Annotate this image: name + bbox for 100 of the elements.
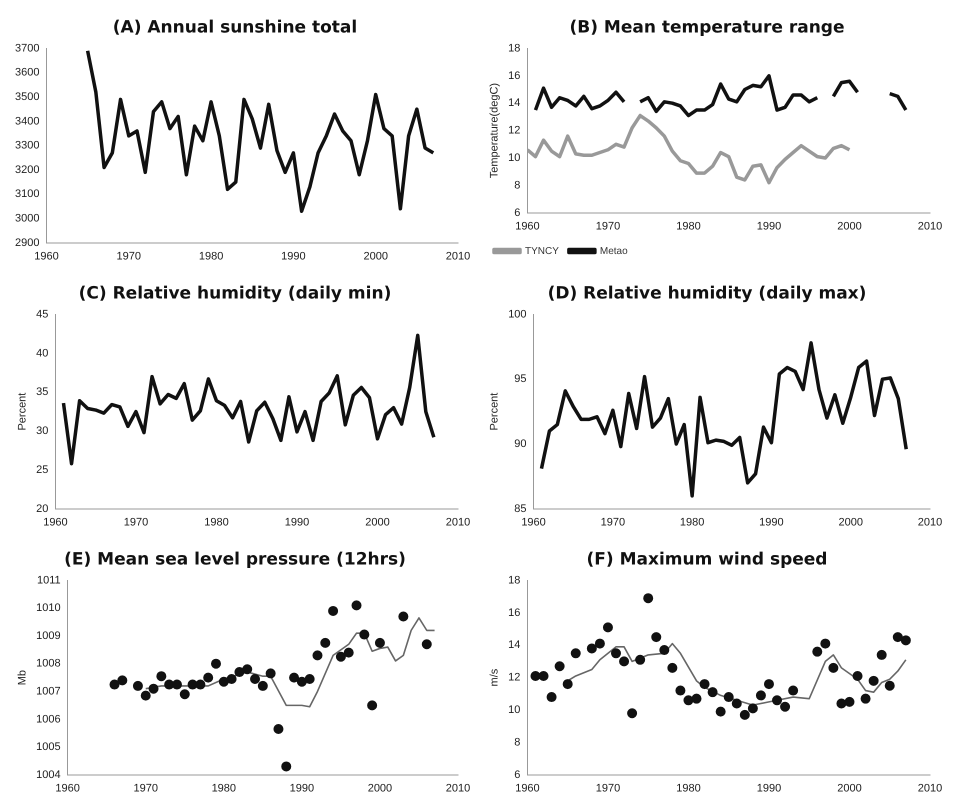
y-tick-label: 8 <box>514 736 520 748</box>
chart-title: (F) Maximum wind speed <box>586 550 828 570</box>
point <box>148 684 159 694</box>
point <box>780 702 790 712</box>
x-tick-label: 1990 <box>284 516 310 528</box>
x-tick-label: 2010 <box>446 250 470 262</box>
point <box>602 622 613 632</box>
x-tick-label: 1960 <box>515 220 540 232</box>
x-tick-label: 1980 <box>680 516 704 528</box>
y-tick-label: 1010 <box>36 602 61 614</box>
point <box>304 674 315 684</box>
y-tick-label: 16 <box>508 70 520 82</box>
y-tick-label: 16 <box>508 606 520 619</box>
point <box>594 638 605 649</box>
point <box>398 612 408 622</box>
x-tick-label: 1990 <box>759 516 784 528</box>
point <box>619 656 630 666</box>
y-axis-title: Mb <box>16 670 29 686</box>
point <box>700 679 710 690</box>
y-tick-label: 6 <box>514 206 520 219</box>
point <box>667 662 678 673</box>
chart-title: (B) Mean temperature range <box>570 18 844 38</box>
y-tick-label: 3500 <box>14 91 40 104</box>
y-tick-label: 12 <box>508 124 520 137</box>
y-tick-label: 90 <box>514 438 527 450</box>
x-tick-label: 1990 <box>756 782 782 794</box>
y-tick-label: 1009 <box>36 630 61 642</box>
point <box>320 638 330 648</box>
point <box>172 680 182 690</box>
y-axis-title: Percent <box>488 392 501 431</box>
point <box>312 650 322 660</box>
point <box>234 667 244 678</box>
x-tick-label: 2010 <box>918 782 942 794</box>
y-tick-label: 10 <box>508 704 520 716</box>
x-tick-label: 2000 <box>838 516 863 528</box>
y-tick-label: 30 <box>36 425 48 438</box>
y-tick-label: 3600 <box>14 66 40 79</box>
y-tick-label: 1008 <box>36 658 61 670</box>
point <box>692 694 702 704</box>
point <box>812 646 822 657</box>
x-tick-label: 2000 <box>363 250 388 262</box>
x-tick-label: 2010 <box>446 516 470 528</box>
point <box>635 654 646 665</box>
point <box>643 593 654 604</box>
point <box>422 639 432 650</box>
point <box>226 674 237 684</box>
point <box>180 689 190 700</box>
point <box>328 606 338 616</box>
point <box>828 662 838 673</box>
x-tick-label: 1960 <box>521 516 546 528</box>
point <box>900 635 911 646</box>
point <box>659 645 670 656</box>
y-tick-label: 95 <box>514 373 527 386</box>
point <box>892 632 903 642</box>
point <box>852 670 863 681</box>
chart-title: (C) Relative humidity (daily min) <box>78 284 392 304</box>
y-tick-label: 1005 <box>36 741 61 754</box>
point <box>740 710 750 720</box>
point <box>110 680 120 690</box>
point <box>724 692 734 702</box>
point <box>868 676 879 686</box>
point <box>530 670 540 681</box>
point <box>716 706 726 717</box>
x-tick-label: 1990 <box>756 220 782 232</box>
point <box>860 694 871 704</box>
x-tick-label: 1970 <box>596 220 620 232</box>
point <box>876 650 887 660</box>
point <box>266 668 276 678</box>
point <box>117 675 128 686</box>
y-axis-title: Percent <box>16 392 29 431</box>
point <box>627 708 638 718</box>
y-tick-label: 18 <box>508 574 520 586</box>
x-tick-label: 1970 <box>116 250 142 262</box>
point <box>218 676 229 687</box>
x-tick-label: 2000 <box>365 516 390 528</box>
y-tick-label: 2900 <box>14 236 40 249</box>
x-tick-label: 1980 <box>676 220 701 232</box>
point <box>132 680 143 691</box>
y-tick-label: 25 <box>36 464 48 476</box>
x-tick-label: 2010 <box>918 220 942 232</box>
point <box>258 680 268 691</box>
y-tick-label: 85 <box>514 502 527 515</box>
x-tick-label: 1970 <box>600 516 626 528</box>
y-tick-label: 18 <box>508 42 520 54</box>
point <box>570 648 581 658</box>
y-tick-label: 1007 <box>36 686 61 698</box>
y-tick-label: 10 <box>508 152 520 164</box>
y-tick-label: 1011 <box>37 574 61 586</box>
point <box>250 674 260 684</box>
legend-label: TYNCY <box>525 246 560 257</box>
chart-title: (A) Annual sunshine total <box>112 18 358 38</box>
point <box>336 652 346 662</box>
y-axis-title: m/s <box>488 668 501 686</box>
y-tick-label: 35 <box>36 386 48 398</box>
x-tick-label: 2000 <box>837 782 862 794</box>
x-tick-label: 1960 <box>55 782 80 794</box>
x-tick-label: 1960 <box>43 516 68 528</box>
y-tick-label: 14 <box>508 97 520 110</box>
point <box>296 676 307 687</box>
point <box>820 638 830 649</box>
